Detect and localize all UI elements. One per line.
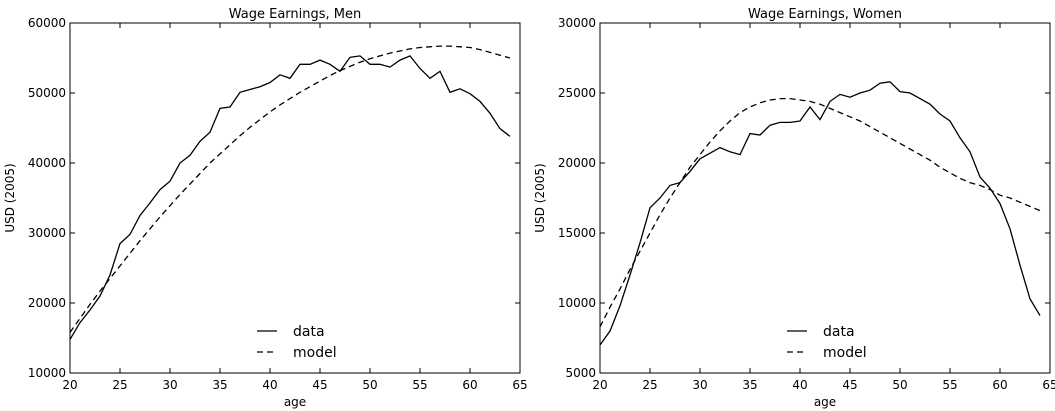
- y-tick-label: 40000: [28, 156, 66, 170]
- x-tick-label: 60: [462, 378, 477, 392]
- x-tick-label: 20: [592, 378, 607, 392]
- legend: data model: [787, 324, 867, 361]
- x-axis-label: age: [814, 395, 836, 409]
- y-tick-label: 30000: [28, 226, 66, 240]
- y-tick-label: 50000: [28, 86, 66, 100]
- chart-panel-2: Wage Earnings, Women 20 25 30 35 40 45 50 55 60 65…: [533, 7, 1055, 409]
- plot-frame: [69, 22, 521, 374]
- x-tick-label: 30: [162, 378, 177, 392]
- y-tick-label: 60000: [28, 16, 66, 30]
- x-tick-label: 50: [892, 378, 907, 392]
- chart-panel-1: Wage Earnings, Men 20 25 30 35 40 45 50 55 60 65 10…: [3, 7, 528, 409]
- x-tick-label: 65: [512, 378, 527, 392]
- x-tick-label: 25: [642, 378, 657, 392]
- y-tick-label: 10000: [28, 366, 66, 380]
- x-tick-label: 50: [362, 378, 377, 392]
- x-tick-label: 40: [262, 378, 277, 392]
- x-tick-label: 40: [792, 378, 807, 392]
- x-tick-label: 65: [1042, 378, 1055, 392]
- x-tick-label: 25: [112, 378, 127, 392]
- x-tick-label: 55: [412, 378, 427, 392]
- x-tick-label: 60: [992, 378, 1007, 392]
- y-axis-label: USD (2005): [3, 163, 17, 232]
- legend-label-model: model: [293, 345, 337, 361]
- series-line-data: [69, 55, 511, 340]
- x-tick-label: 35: [212, 378, 227, 392]
- x-tick-label: 45: [312, 378, 327, 392]
- legend-label-data: data: [293, 324, 325, 340]
- plot-frame: [599, 22, 1051, 374]
- chart-title: Wage Earnings, Women: [748, 7, 902, 22]
- y-axis-label: USD (2005): [533, 163, 547, 232]
- y-tick-label: 20000: [558, 156, 596, 170]
- y-tick-label: 25000: [558, 86, 596, 100]
- series-line-model: [69, 45, 511, 333]
- series-line-model: [599, 97, 1041, 328]
- x-tick-label: 35: [742, 378, 757, 392]
- legend: data model: [257, 324, 337, 361]
- chart-title: Wage Earnings, Men: [229, 7, 362, 22]
- x-tick-label: 20: [62, 378, 77, 392]
- legend-label-model: model: [823, 345, 867, 361]
- x-tick-label: 45: [842, 378, 857, 392]
- y-tick-label: 20000: [28, 296, 66, 310]
- x-tick-label: 55: [942, 378, 957, 392]
- y-tick-label: 10000: [558, 296, 596, 310]
- y-tick-label: 30000: [558, 16, 596, 30]
- y-tick-label: 15000: [558, 226, 596, 240]
- x-tick-label: 30: [692, 378, 707, 392]
- series-line-data: [599, 81, 1041, 346]
- y-tick-label: 5000: [565, 366, 596, 380]
- x-axis-label: age: [284, 395, 306, 409]
- legend-label-data: data: [823, 324, 855, 340]
